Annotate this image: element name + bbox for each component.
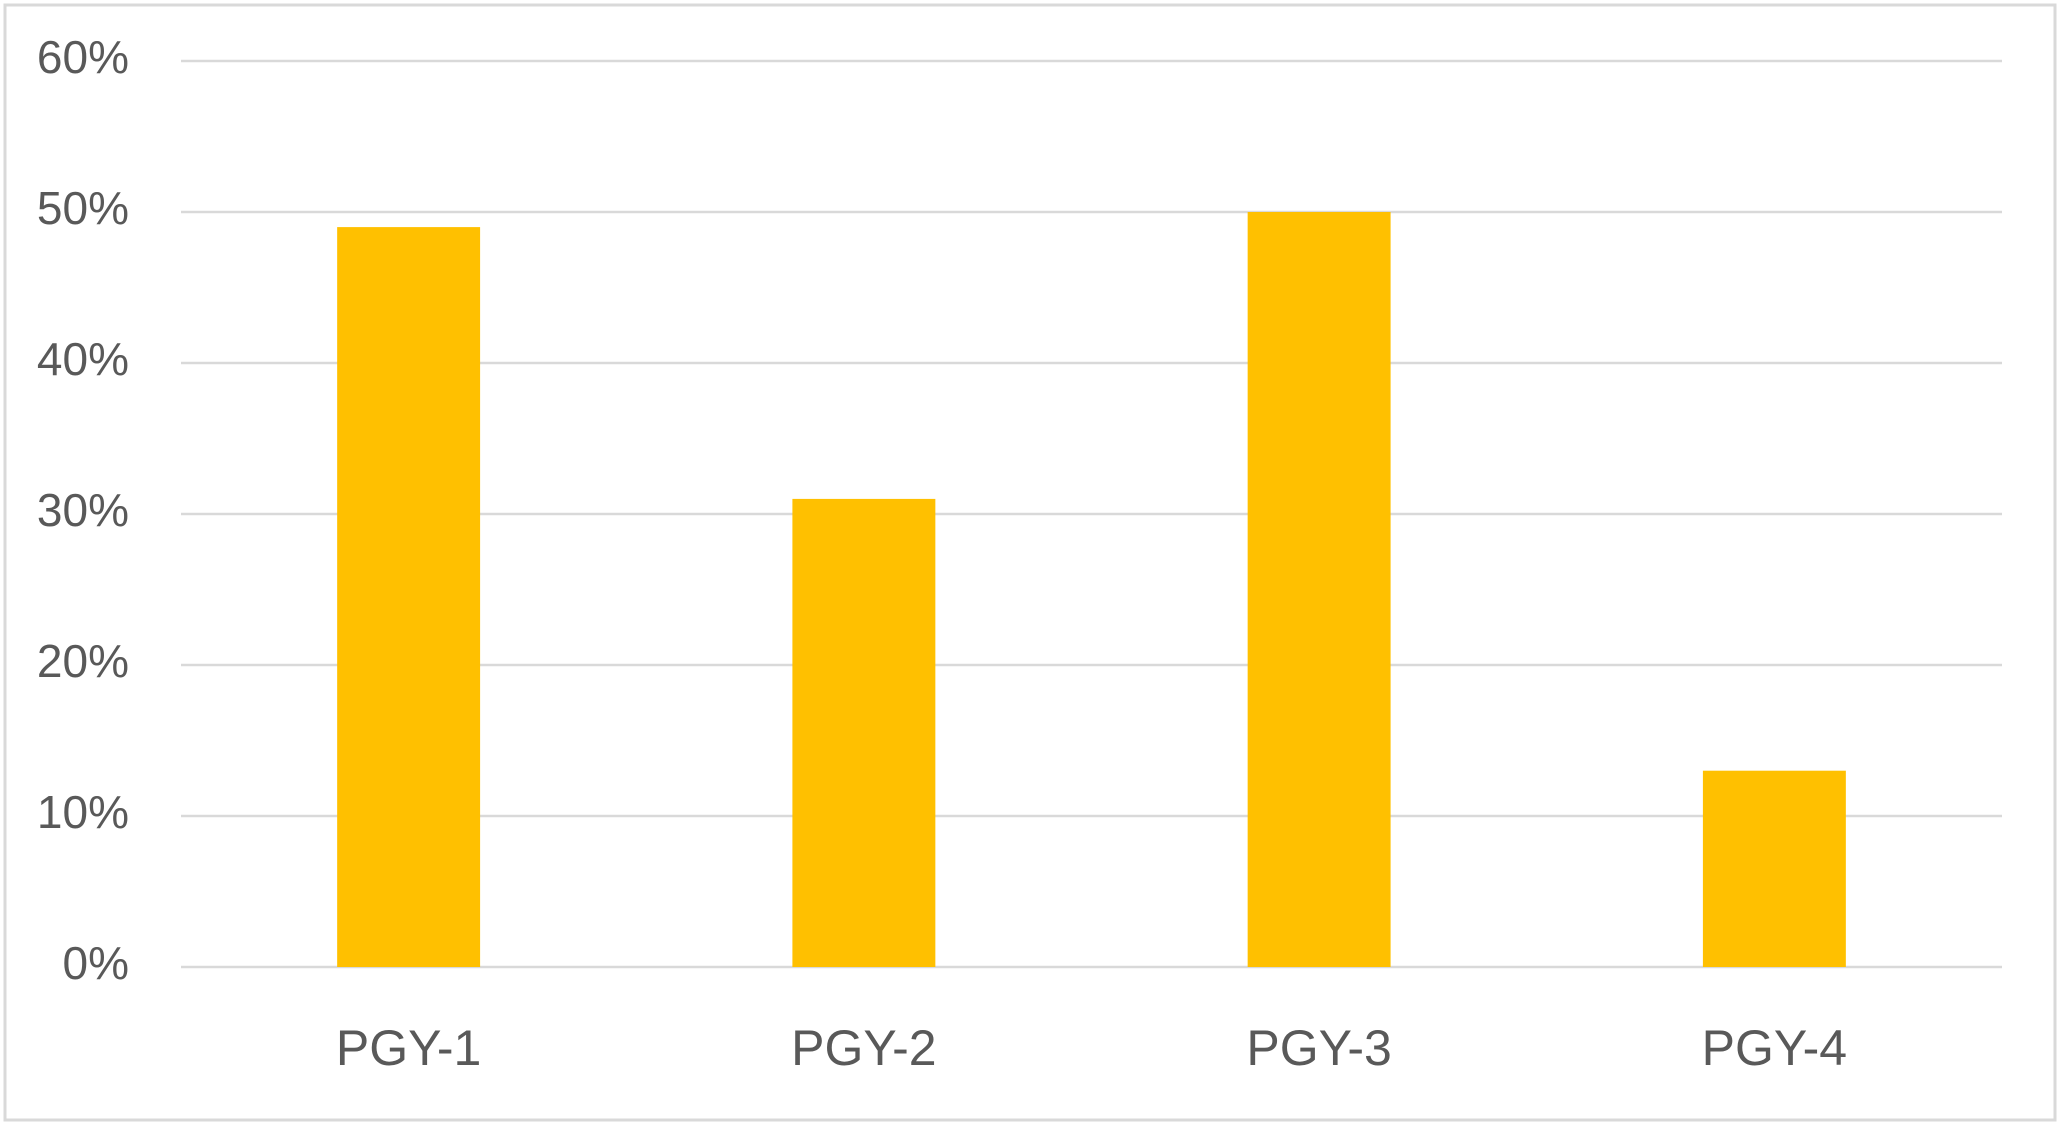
x-tick-label: PGY-3 bbox=[1246, 1020, 1391, 1076]
x-tick-label: PGY-4 bbox=[1702, 1020, 1847, 1076]
x-tick-label: PGY-1 bbox=[336, 1020, 481, 1076]
y-tick-label: 40% bbox=[37, 333, 129, 385]
y-tick-label: 20% bbox=[37, 635, 129, 687]
y-tick-label: 0% bbox=[63, 937, 129, 989]
bar bbox=[337, 227, 481, 968]
bar bbox=[1702, 770, 1846, 967]
bar bbox=[792, 498, 936, 967]
y-tick-label: 60% bbox=[37, 31, 129, 83]
bar bbox=[1247, 212, 1391, 967]
y-tick-label: 30% bbox=[37, 484, 129, 536]
y-tick-label: 50% bbox=[37, 182, 129, 234]
x-tick-label: PGY-2 bbox=[791, 1020, 936, 1076]
y-tick-label: 10% bbox=[37, 786, 129, 838]
